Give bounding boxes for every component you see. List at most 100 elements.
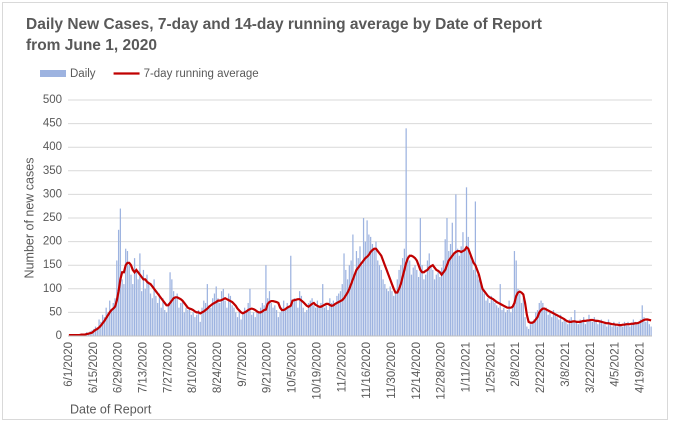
bar bbox=[332, 300, 334, 336]
bar bbox=[577, 324, 579, 336]
bar bbox=[419, 218, 421, 336]
bar bbox=[595, 319, 597, 336]
bar bbox=[261, 302, 263, 336]
bar bbox=[414, 265, 416, 336]
bar bbox=[259, 307, 262, 336]
bar bbox=[370, 236, 372, 336]
bar bbox=[506, 310, 508, 336]
bar bbox=[485, 300, 487, 336]
bar bbox=[149, 293, 152, 336]
bar bbox=[114, 298, 116, 336]
bar bbox=[265, 265, 267, 336]
bar bbox=[242, 314, 244, 336]
bar bbox=[444, 239, 446, 336]
bar bbox=[457, 248, 459, 336]
bar bbox=[618, 321, 620, 336]
bar bbox=[224, 300, 226, 336]
bar bbox=[425, 274, 427, 336]
bar bbox=[648, 324, 650, 336]
bar bbox=[487, 298, 489, 336]
bar bbox=[645, 321, 647, 336]
bar bbox=[512, 307, 514, 336]
bar bbox=[105, 307, 107, 336]
bar bbox=[125, 248, 127, 336]
bar bbox=[535, 312, 537, 336]
bar bbox=[194, 317, 196, 336]
bar bbox=[581, 321, 583, 336]
bar bbox=[297, 307, 299, 336]
bar bbox=[488, 302, 491, 336]
bar bbox=[311, 298, 313, 336]
x-tick-label: 2/8/2021 bbox=[510, 342, 522, 387]
y-tick-label: 400 bbox=[43, 141, 62, 153]
bar bbox=[148, 284, 150, 336]
bar bbox=[446, 218, 448, 336]
bar bbox=[604, 321, 606, 336]
x-tick-label: 9/21/2020 bbox=[262, 342, 274, 393]
bar bbox=[275, 310, 278, 336]
bar bbox=[291, 302, 294, 336]
bar bbox=[650, 326, 652, 336]
bar bbox=[460, 246, 462, 336]
bar bbox=[606, 326, 608, 336]
bar bbox=[142, 269, 145, 336]
bar bbox=[316, 300, 319, 336]
bar bbox=[300, 295, 303, 336]
bar bbox=[533, 319, 535, 336]
bar bbox=[410, 274, 413, 336]
bar bbox=[188, 307, 191, 336]
bar bbox=[235, 312, 237, 336]
bar bbox=[458, 255, 461, 336]
y-tick-label: 300 bbox=[43, 188, 62, 200]
bar bbox=[494, 302, 496, 336]
bar bbox=[304, 312, 306, 336]
bar bbox=[123, 284, 125, 336]
bar bbox=[503, 307, 505, 336]
bar bbox=[586, 319, 588, 336]
bar bbox=[141, 291, 143, 336]
bar bbox=[549, 312, 551, 336]
bar bbox=[146, 274, 148, 336]
bar bbox=[636, 324, 638, 336]
bar bbox=[238, 310, 240, 336]
bar bbox=[180, 302, 182, 336]
bar bbox=[508, 300, 510, 336]
bar bbox=[643, 317, 645, 336]
bar bbox=[373, 248, 375, 336]
bar bbox=[315, 307, 317, 336]
bar bbox=[121, 279, 123, 336]
bar bbox=[210, 307, 212, 336]
bar bbox=[286, 302, 288, 336]
bar bbox=[380, 269, 382, 336]
bar bbox=[464, 248, 466, 336]
legend-label: 7-day running average bbox=[144, 68, 259, 80]
bar bbox=[613, 321, 615, 336]
bar bbox=[575, 321, 578, 336]
bar bbox=[338, 293, 340, 336]
bar bbox=[110, 310, 113, 336]
x-tick-label: 7/27/2020 bbox=[162, 342, 174, 393]
bar bbox=[439, 277, 441, 336]
bar bbox=[354, 274, 356, 336]
x-tick-label: 10/19/2020 bbox=[311, 342, 323, 400]
bar bbox=[302, 307, 304, 336]
bar bbox=[510, 312, 512, 336]
bar bbox=[293, 298, 295, 336]
bar bbox=[112, 302, 114, 336]
bar bbox=[563, 319, 565, 336]
bar bbox=[469, 255, 471, 336]
bar bbox=[226, 307, 228, 336]
bar bbox=[158, 293, 161, 336]
bar bbox=[597, 324, 599, 336]
bar bbox=[409, 260, 411, 336]
bar bbox=[258, 312, 260, 336]
bar bbox=[451, 222, 453, 336]
bar bbox=[263, 305, 265, 336]
legend-label: Daily bbox=[70, 68, 96, 80]
bar bbox=[552, 310, 555, 336]
bar bbox=[176, 293, 178, 336]
bar bbox=[352, 234, 354, 336]
bar bbox=[215, 286, 217, 336]
y-tick-label: 250 bbox=[43, 212, 62, 224]
bar bbox=[432, 269, 434, 336]
